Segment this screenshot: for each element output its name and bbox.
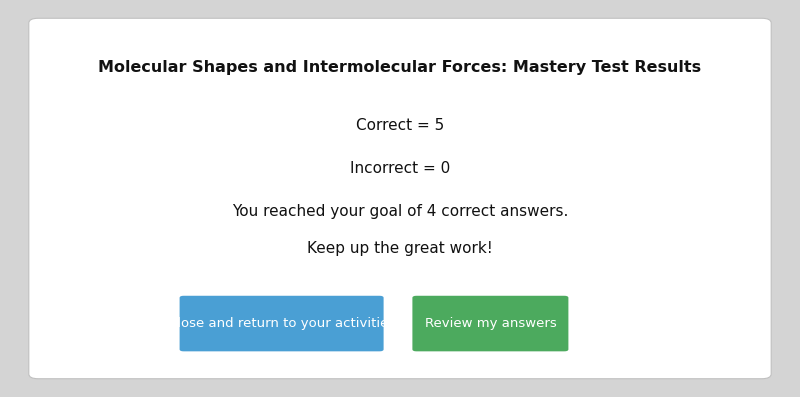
FancyBboxPatch shape [29,18,771,379]
Text: Keep up the great work!: Keep up the great work! [307,241,493,256]
FancyBboxPatch shape [179,296,384,351]
Text: Incorrect = 0: Incorrect = 0 [350,161,450,176]
Text: Correct = 5: Correct = 5 [356,118,444,133]
Text: Close and return to your activities: Close and return to your activities [168,317,395,330]
Text: Molecular Shapes and Intermolecular Forces: Mastery Test Results: Molecular Shapes and Intermolecular Forc… [98,60,702,75]
FancyBboxPatch shape [413,296,568,351]
Text: Review my answers: Review my answers [425,317,556,330]
Text: You reached your goal of 4 correct answers.: You reached your goal of 4 correct answe… [232,204,568,219]
